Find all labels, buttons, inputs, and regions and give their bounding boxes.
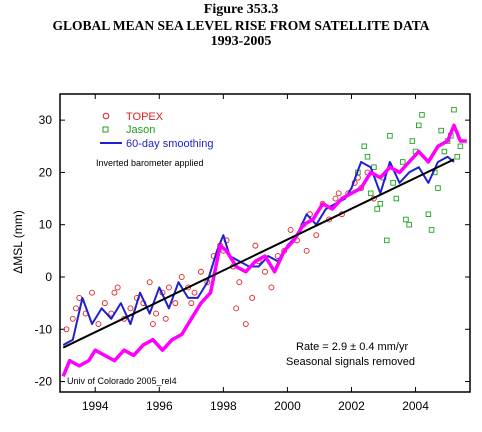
chart-subtitle: 1993-2005 xyxy=(210,34,272,49)
topex-point xyxy=(111,289,118,296)
legend-jason-marker xyxy=(102,126,109,133)
jason-point xyxy=(393,195,400,202)
chart-title: GLOBAL MEAN SEA LEVEL RISE FROM SATELLIT… xyxy=(52,18,430,33)
jason-point xyxy=(428,227,435,233)
topex-point xyxy=(332,195,339,202)
topex-point xyxy=(233,305,240,312)
jason-point xyxy=(377,201,384,207)
topex-point xyxy=(69,315,76,322)
legend-smoothing-label: 60-day smoothing xyxy=(126,138,213,150)
legend-topex-label: TOPEX xyxy=(126,111,164,123)
smoothing-line xyxy=(62,155,455,346)
topex-point xyxy=(162,315,169,322)
topex-point xyxy=(236,279,243,286)
plot-frame xyxy=(59,93,471,393)
y-tick-label: -10 xyxy=(35,322,53,336)
topex-point xyxy=(146,279,153,286)
topex-point xyxy=(191,289,198,296)
jason-point xyxy=(367,190,374,197)
trend-line xyxy=(62,158,455,349)
jason-point xyxy=(441,148,448,155)
legend-topex-marker xyxy=(102,112,110,120)
jason-point xyxy=(438,127,444,134)
topex-point xyxy=(101,300,108,307)
y-tick-label: 10 xyxy=(39,218,53,232)
topex-point xyxy=(76,294,83,301)
jason-point xyxy=(387,133,393,139)
topex-point xyxy=(172,300,179,307)
x-tick-label: 1998 xyxy=(210,399,237,413)
jason-point xyxy=(399,159,406,165)
credit-note: Univ of Colorado 2005_rel4 xyxy=(67,376,177,386)
topex-point xyxy=(252,242,259,249)
topex-point xyxy=(326,216,333,223)
jason-point xyxy=(457,143,464,150)
x-tick-label: 2000 xyxy=(274,399,301,413)
jason-point xyxy=(383,237,390,244)
x-tick-label: 2002 xyxy=(338,399,365,413)
jason-point xyxy=(390,180,396,186)
magenta-series-line xyxy=(61,123,467,377)
topex-point xyxy=(188,300,195,307)
topex-point xyxy=(268,284,275,291)
y-tick-label: -20 xyxy=(35,375,53,389)
topex-point xyxy=(242,321,249,327)
topex-point xyxy=(287,226,294,233)
x-tick-label: 1994 xyxy=(82,399,109,413)
x-tick-label: 2004 xyxy=(402,399,429,413)
jason-point xyxy=(435,185,441,191)
data-series xyxy=(61,106,467,377)
jason-point xyxy=(361,143,368,150)
y-axis-label: ΔMSL (mm) xyxy=(11,210,25,274)
barometer-note: Inverted barometer applied xyxy=(96,158,204,168)
sea-level-chart: -20 -10 0 10 20 30 1994 1996 1998 2000 2002 2004 Δ… xyxy=(11,93,471,413)
jason-point xyxy=(374,206,380,212)
topex-point xyxy=(114,284,121,291)
y-tick-label: 20 xyxy=(39,165,53,179)
topex-point xyxy=(262,268,268,275)
topex-point xyxy=(63,326,70,333)
jason-point xyxy=(419,112,425,118)
topex-point xyxy=(95,321,102,327)
topex-point xyxy=(335,190,342,197)
x-tick-label: 1996 xyxy=(146,399,173,413)
x-axis-ticks: 1994 1996 1998 2000 2002 2004 xyxy=(82,94,429,413)
y-tick-label: 30 xyxy=(39,113,53,127)
topex-point xyxy=(153,310,160,317)
jason-point xyxy=(425,211,432,217)
seasonal-note: Seasonal signals removed xyxy=(286,356,415,368)
jason-point xyxy=(364,153,371,160)
jason-point xyxy=(416,122,422,129)
topex-point xyxy=(89,289,95,296)
y-axis-ticks: -20 -10 0 10 20 30 xyxy=(35,113,470,389)
topex-point xyxy=(303,247,310,254)
jason-point xyxy=(451,106,457,113)
topex-point xyxy=(165,284,172,291)
topex-point xyxy=(73,305,79,312)
topex-point xyxy=(178,274,185,280)
topex-point xyxy=(149,321,156,327)
y-tick-label: 0 xyxy=(45,270,52,284)
topex-point xyxy=(197,268,204,275)
jason-point xyxy=(406,221,412,228)
jason-point xyxy=(409,138,416,144)
figure-label: Figure 353.3 xyxy=(203,2,279,17)
topex-point xyxy=(127,305,134,312)
topex-point xyxy=(313,232,320,239)
topex-point xyxy=(185,284,192,291)
legend: TOPEX Jason 60-day smoothing xyxy=(100,111,213,150)
topex-point xyxy=(249,294,256,301)
jason-point xyxy=(454,153,460,160)
jason-point xyxy=(403,216,409,223)
legend-jason-label: Jason xyxy=(126,124,155,136)
rate-note: Rate = 2.9 ± 0.4 mm/yr xyxy=(296,341,408,353)
